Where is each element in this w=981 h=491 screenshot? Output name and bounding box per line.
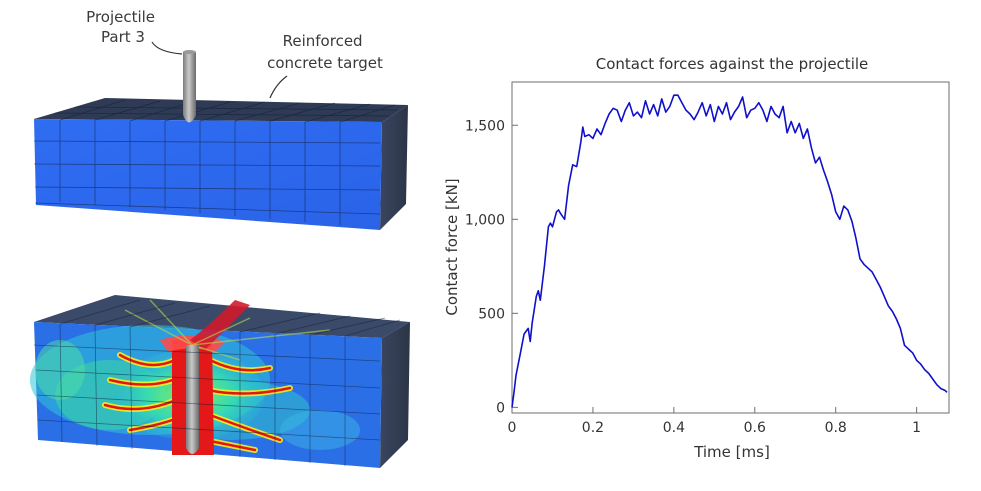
x-axis: 0 0.2 0.4 0.6 0.8 1 <box>508 407 921 436</box>
x-tick-label: 0.6 <box>744 420 766 436</box>
projectile-label: Projectile Part 3 <box>86 8 160 46</box>
y-tick-label: 1,000 <box>465 212 505 228</box>
x-tick-label: 0.2 <box>582 420 604 436</box>
y-axis-label: Contact force [kN] <box>443 178 461 315</box>
y-tick-label: 0 <box>496 400 505 416</box>
projectile-leader-line <box>151 41 183 55</box>
y-axis: 0 500 1,000 1,500 <box>465 118 518 416</box>
target-label: Reinforced concrete target <box>267 32 383 72</box>
x-tick-label: 0 <box>508 420 517 436</box>
embedded-projectile <box>186 345 199 454</box>
x-axis-label: Time [ms] <box>693 443 770 461</box>
x-tick-label: 0.4 <box>663 420 685 436</box>
x-tick-label: 1 <box>912 420 921 436</box>
ejected-fragment <box>190 300 250 350</box>
series-line-contact-force <box>511 94 948 408</box>
rebar-grid-top <box>33 99 399 225</box>
stress-rays <box>124 299 331 361</box>
intact-target-block <box>33 98 408 230</box>
plot-area-frame <box>511 81 950 414</box>
projectile-part <box>183 50 196 123</box>
x-tick-label: 0.8 <box>825 420 847 436</box>
y-tick-label: 500 <box>478 306 505 322</box>
y-tick-label: 1,500 <box>465 118 505 134</box>
chart-title: Contact forces against the projectile <box>596 55 869 73</box>
rebar-grid-bottom <box>33 299 401 466</box>
target-leader-line <box>269 75 288 99</box>
penetrated-target-block <box>30 295 410 468</box>
impact-simulation-illustration: Projectile Part 3 Reinforced concrete ta… <box>30 8 410 468</box>
